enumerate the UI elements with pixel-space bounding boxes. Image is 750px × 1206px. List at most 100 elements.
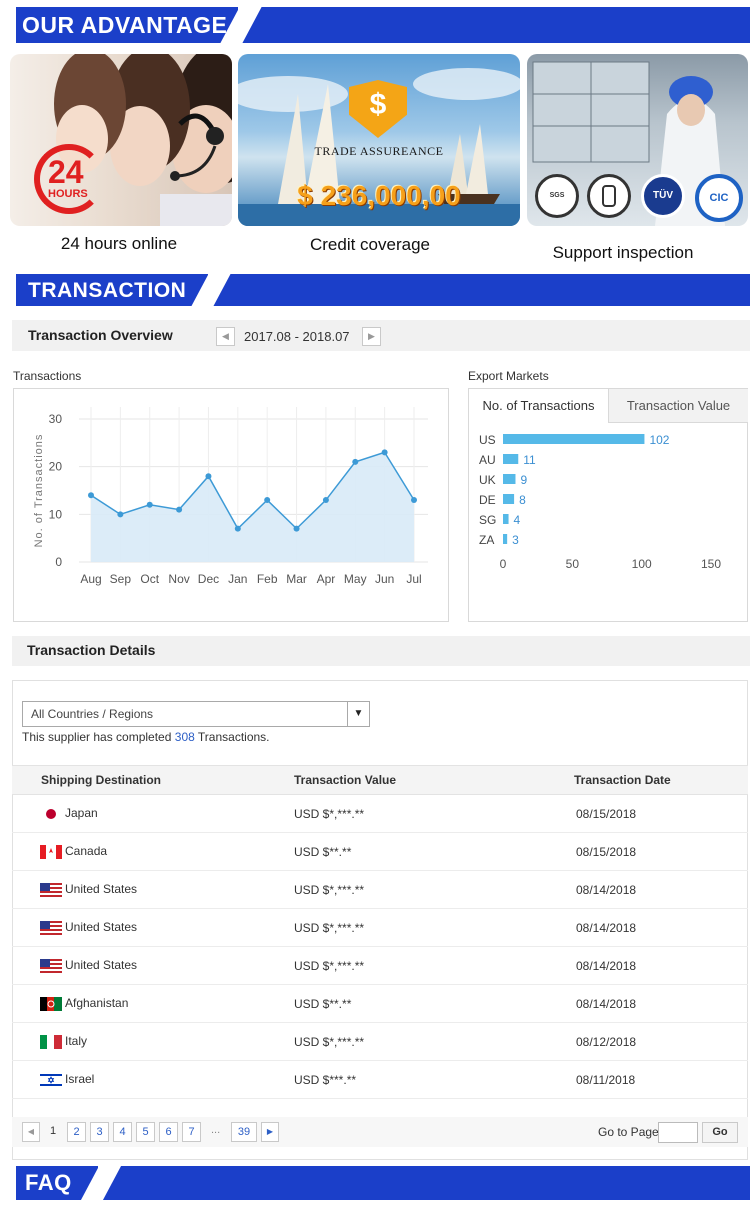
completed-summary: This supplier has completed 308 Transact… xyxy=(22,730,270,744)
next-page-button[interactable]: ▶ xyxy=(261,1122,279,1142)
transaction-overview-header: Transaction Overview ◀ 2017.08 - 2018.07… xyxy=(12,320,750,351)
goto-page-input[interactable] xyxy=(658,1122,698,1143)
current-page: 1 xyxy=(50,1125,57,1137)
data-point xyxy=(381,449,388,456)
bar-value-label: 8 xyxy=(519,493,526,507)
customer-service-image: 24 HOURS xyxy=(10,54,232,226)
x-tick-label: Sep xyxy=(110,572,132,586)
cell-date: 08/14/2018 xyxy=(574,870,748,909)
cell-date: 08/15/2018 xyxy=(574,832,748,871)
pagination-ellipsis: ... xyxy=(211,1124,221,1136)
data-point xyxy=(205,473,212,480)
bar-value-label: 102 xyxy=(649,433,669,447)
page-link[interactable]: 2 xyxy=(67,1122,86,1142)
data-point xyxy=(176,506,183,513)
table-row: Canada USD $**.** 08/15/2018 xyxy=(12,832,748,871)
data-point xyxy=(411,497,417,504)
us-flag-icon xyxy=(40,882,62,897)
page-link-last[interactable]: 39 xyxy=(231,1122,257,1142)
cell-date: 08/11/2018 xyxy=(574,1060,748,1099)
advantage-heading: OUR ADVANTAGE xyxy=(16,7,238,43)
cell-destination: United States xyxy=(12,946,294,985)
advantage-banner: OUR ADVANTAGE xyxy=(0,7,750,43)
page-link[interactable]: 4 xyxy=(113,1122,132,1142)
trade-assurance-image: $ TRADE ASSUREANCE $ 236,000,00 xyxy=(238,54,520,226)
cell-date: 08/15/2018 xyxy=(574,794,748,833)
dropdown-arrow-icon[interactable]: ▼ xyxy=(347,702,369,726)
series-line xyxy=(90,451,415,530)
trade-assurance-headline: TRADE ASSUREANCE xyxy=(314,144,444,158)
go-button[interactable]: Go xyxy=(702,1122,738,1143)
cell-value: USD $*,***.** xyxy=(294,870,574,909)
tuv-seal-icon: TÜV xyxy=(641,174,685,218)
cell-destination: Canada xyxy=(12,832,294,871)
x-tick-label: Dec xyxy=(198,572,219,586)
data-point xyxy=(234,525,241,532)
table-row: United States USD $*,***.** 08/14/2018 xyxy=(12,870,748,909)
bar-value-label: 9 xyxy=(520,473,527,487)
table-row: Japan USD $*,***.** 08/15/2018 xyxy=(12,794,748,833)
export-markets-bar-chart: US 102 AU 11 UK 9 DE 8 SG 4 ZA 30 50 100 150 xyxy=(479,433,721,571)
next-period-button[interactable]: ▶ xyxy=(362,327,381,346)
bar xyxy=(503,454,519,464)
category-label: DE xyxy=(479,493,496,507)
page-link[interactable]: 7 xyxy=(182,1122,201,1142)
category-label: ZA xyxy=(479,533,494,547)
x-tick-label: 100 xyxy=(632,557,652,571)
transactions-chart-box: 0 10 20 30 Aug Sep Oct Nov Dec Jan Feb Mar Apr May Jun… xyxy=(13,388,449,622)
sgs-seal-icon: SGS xyxy=(535,174,579,218)
data-point xyxy=(88,492,94,499)
tab-no-of-transactions[interactable]: No. of Transactions xyxy=(469,389,609,423)
overview-title: Transaction Overview xyxy=(28,327,173,343)
bar-value-label: 11 xyxy=(523,453,536,467)
data-point xyxy=(322,497,329,504)
category-label: SG xyxy=(479,513,496,527)
export-markets-box: No. of Transactions Transaction Value US… xyxy=(468,388,748,622)
cell-destination: United States xyxy=(12,908,294,947)
caption-24-hours: 24 hours online xyxy=(60,234,178,253)
cell-destination: Israel xyxy=(12,1060,294,1099)
cic-seal-icon: CIC xyxy=(695,174,743,222)
prev-page-button[interactable]: ◀ xyxy=(22,1122,40,1142)
category-label: US xyxy=(479,433,496,447)
completed-count-link[interactable]: 308 xyxy=(174,730,195,744)
transactions-label: Transactions xyxy=(13,369,82,383)
cell-value: USD $**.** xyxy=(294,984,574,1023)
col-shipping-destination: Shipping Destination xyxy=(12,765,294,795)
page-link[interactable]: 3 xyxy=(90,1122,109,1142)
y-tick-label: 10 xyxy=(49,507,63,521)
cell-date: 08/14/2018 xyxy=(574,984,748,1023)
data-point xyxy=(352,458,359,465)
data-point xyxy=(117,511,124,518)
country-name: Canada xyxy=(65,844,108,859)
page-link[interactable]: 6 xyxy=(159,1122,178,1142)
details-title: Transaction Details xyxy=(27,642,156,658)
x-tick-label: 50 xyxy=(566,557,580,571)
af-flag-icon xyxy=(40,996,62,1011)
region-select[interactable]: All Countries / Regions ▼ xyxy=(22,701,370,727)
us-flag-icon xyxy=(40,920,62,935)
x-tick-label: Jan xyxy=(228,572,247,586)
tab-transaction-value[interactable]: Transaction Value xyxy=(609,389,748,423)
x-tick-label: 150 xyxy=(701,557,721,571)
country-name: United States xyxy=(65,958,138,973)
cell-value: USD $**.** xyxy=(294,832,574,871)
x-tick-label: Aug xyxy=(80,572,101,586)
export-markets-label: Export Markets xyxy=(468,369,549,383)
data-point xyxy=(293,525,300,532)
cell-destination: United States xyxy=(12,870,294,909)
country-name: United States xyxy=(65,882,138,897)
page-link[interactable]: 5 xyxy=(136,1122,155,1142)
cell-value: USD $*,***.** xyxy=(294,946,574,985)
cell-date: 08/14/2018 xyxy=(574,946,748,985)
series-area xyxy=(91,452,414,562)
bar xyxy=(503,514,509,524)
y-axis-label: No. of Transactions xyxy=(33,434,45,548)
transactions-line-chart: 0 10 20 30 Aug Sep Oct Nov Dec Jan Feb Mar Apr May Jun… xyxy=(33,407,428,586)
prev-period-button[interactable]: ◀ xyxy=(216,327,235,346)
col-transaction-value: Transaction Value xyxy=(294,765,574,795)
x-tick-label: Nov xyxy=(168,572,189,586)
caption-support-inspection: Support inspection xyxy=(552,243,694,262)
cell-value: USD $***.** xyxy=(294,1060,574,1099)
